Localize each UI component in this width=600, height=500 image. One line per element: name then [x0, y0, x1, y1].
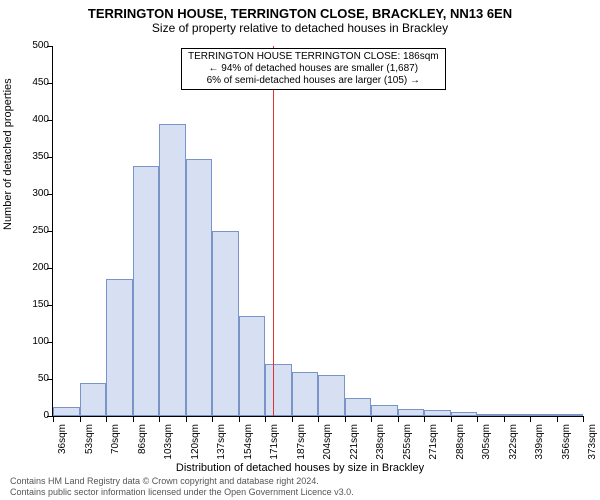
- annotation-line: TERRINGTON HOUSE TERRINGTON CLOSE: 186sq…: [188, 51, 439, 63]
- reference-line: [273, 46, 274, 416]
- annotation-line: 6% of semi-detached houses are larger (1…: [188, 75, 439, 87]
- footer-attribution: Contains HM Land Registry data © Crown c…: [10, 476, 354, 497]
- x-axis-label: Distribution of detached houses by size …: [0, 462, 600, 474]
- chart-title: TERRINGTON HOUSE, TERRINGTON CLOSE, BRAC…: [0, 0, 600, 21]
- y-tick-label: 0: [19, 410, 49, 421]
- y-tick-label: 450: [19, 77, 49, 88]
- x-tick: [292, 416, 293, 422]
- x-tick: [159, 416, 160, 422]
- histogram-bar: [530, 414, 557, 416]
- x-tick: [583, 416, 584, 422]
- x-tick: [557, 416, 558, 422]
- x-tick: [371, 416, 372, 422]
- footer-line-1: Contains HM Land Registry data © Crown c…: [10, 476, 354, 486]
- histogram-bar: [106, 279, 133, 416]
- histogram-bar: [451, 412, 478, 416]
- y-tick-label: 200: [19, 262, 49, 273]
- histogram-bar: [239, 316, 266, 416]
- x-tick: [53, 416, 54, 422]
- histogram-bar: [424, 410, 451, 416]
- histogram-bar: [186, 159, 213, 416]
- y-tick-label: 150: [19, 299, 49, 310]
- histogram-bar: [292, 372, 319, 416]
- footer-line-2: Contains public sector information licen…: [10, 487, 354, 497]
- x-tick: [186, 416, 187, 422]
- histogram-bar: [133, 166, 160, 416]
- y-axis-label: Number of detached properties: [2, 78, 14, 230]
- x-tick: [477, 416, 478, 422]
- x-tick: [133, 416, 134, 422]
- y-tick-label: 250: [19, 225, 49, 236]
- annotation-line: ← 94% of detached houses are smaller (1,…: [188, 63, 439, 75]
- chart-subtitle: Size of property relative to detached ho…: [0, 21, 600, 39]
- annotation-box: TERRINGTON HOUSE TERRINGTON CLOSE: 186sq…: [181, 48, 446, 90]
- histogram-bar: [398, 409, 425, 416]
- x-tick: [504, 416, 505, 422]
- histogram-bar: [53, 407, 80, 416]
- y-tick-label: 350: [19, 151, 49, 162]
- histogram-bar: [212, 231, 239, 416]
- histogram-bar: [345, 398, 372, 417]
- x-tick: [80, 416, 81, 422]
- histogram-bar: [477, 414, 504, 416]
- x-tick: [530, 416, 531, 422]
- y-tick-label: 50: [19, 373, 49, 384]
- y-tick-label: 300: [19, 188, 49, 199]
- x-tick: [239, 416, 240, 422]
- y-tick-label: 400: [19, 114, 49, 125]
- histogram-bar: [265, 364, 292, 416]
- x-tick: [318, 416, 319, 422]
- x-tick: [451, 416, 452, 422]
- x-tick: [265, 416, 266, 422]
- x-tick: [106, 416, 107, 422]
- x-tick: [212, 416, 213, 422]
- chart-plot-area: 05010015020025030035040045050036sqm53sqm…: [52, 46, 583, 417]
- histogram-bar: [557, 414, 584, 416]
- x-tick: [345, 416, 346, 422]
- y-tick-label: 100: [19, 336, 49, 347]
- y-tick-label: 500: [19, 40, 49, 51]
- histogram-bar: [371, 405, 398, 416]
- histogram-bar: [80, 383, 107, 416]
- x-tick: [398, 416, 399, 422]
- x-tick: [424, 416, 425, 422]
- histogram-bar: [318, 375, 345, 416]
- histogram-bar: [504, 414, 531, 416]
- histogram-bar: [159, 124, 186, 416]
